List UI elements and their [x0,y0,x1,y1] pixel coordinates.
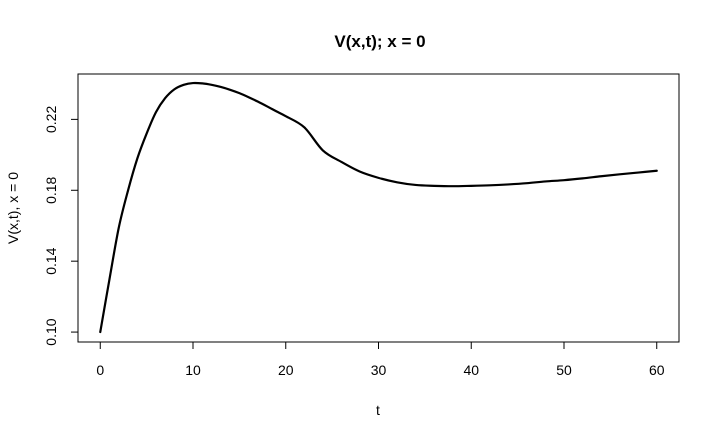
x-tick-label: 50 [556,362,572,378]
x-axis-label: t [376,402,380,418]
y-axis: 0.10 0.14 0.18 0.22 [43,106,79,346]
y-tick-label: 0.22 [43,106,59,133]
x-tick-label: 40 [463,362,479,378]
plot-box [77,73,680,343]
x-tick-label: 20 [278,362,294,378]
chart-title: V(x,t); x = 0 [334,32,425,51]
x-tick-label: 10 [185,362,201,378]
series-line [99,81,658,334]
x-tick-label: 60 [649,362,665,378]
x-tick-label: 30 [371,362,387,378]
y-tick-label: 0.10 [43,318,59,345]
y-tick-label: 0.18 [43,176,59,203]
y-axis-label: V(x,t), x = 0 [5,172,21,244]
x-axis: 0 10 20 30 40 50 60 [96,341,665,378]
y-tick-label: 0.14 [43,247,59,274]
x-tick-label: 0 [96,362,104,378]
